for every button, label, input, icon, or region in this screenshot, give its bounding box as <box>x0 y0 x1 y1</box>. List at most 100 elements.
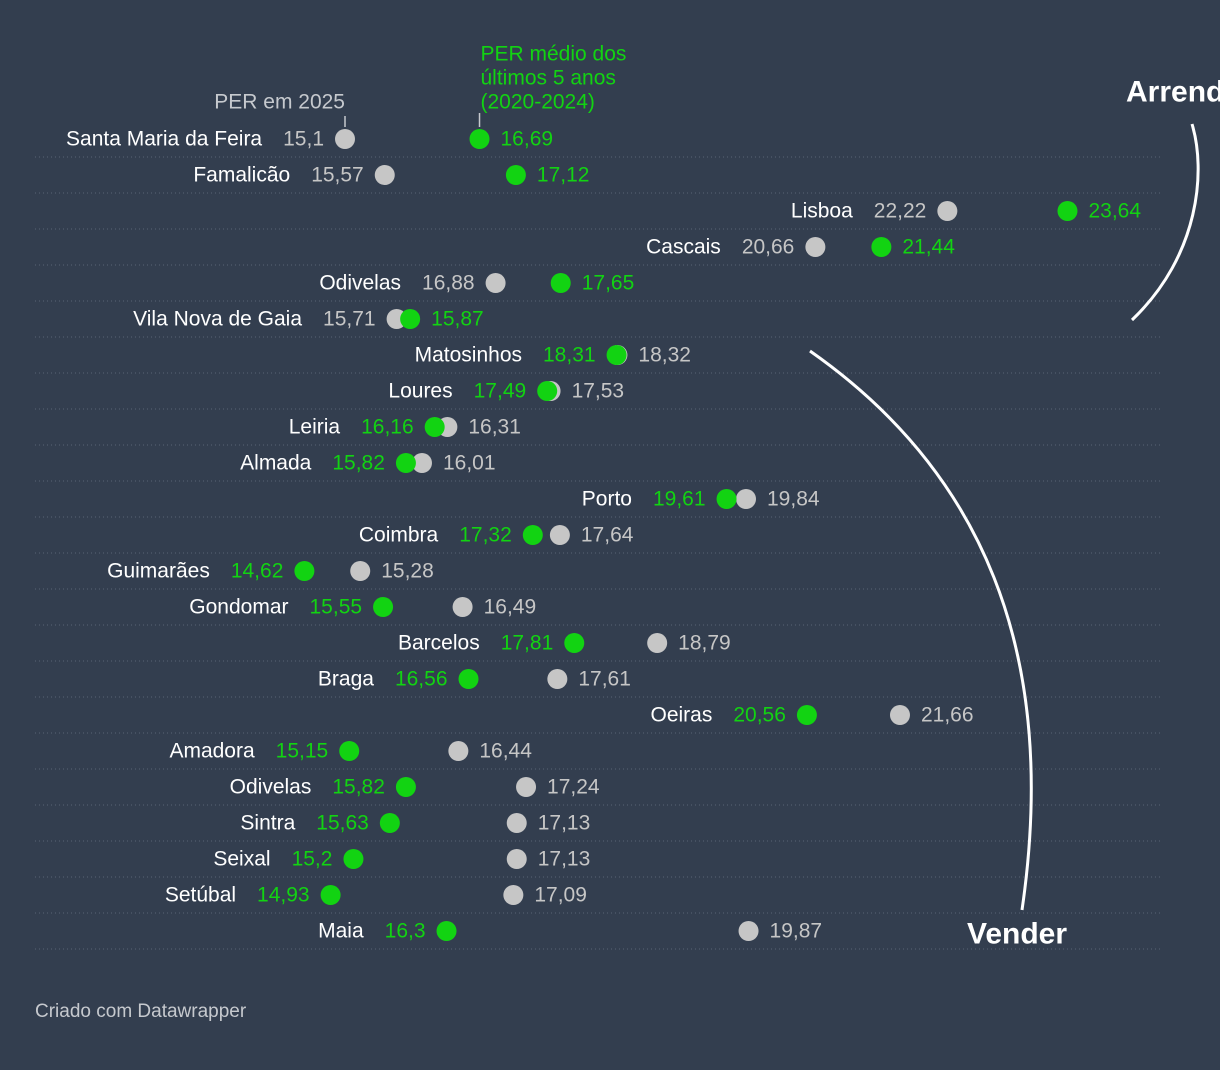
current-dot <box>350 561 371 581</box>
average-dot <box>395 777 416 797</box>
average-dot <box>796 705 817 725</box>
average-dot <box>537 381 558 401</box>
row: 16,88 17,65 Odivelas <box>319 272 634 295</box>
current-value-label: 16,49 <box>484 596 537 619</box>
average-dot <box>436 921 457 941</box>
row: 14,93 17,09 Setúbal <box>165 884 587 907</box>
current-value-label: 19,87 <box>770 920 823 943</box>
row: 17,81 18,79 Barcelos <box>398 632 731 655</box>
current-dot <box>335 129 355 149</box>
vender-bracket <box>809 349 1033 911</box>
city-label: Famalicão <box>193 164 290 187</box>
city-label: Lisboa <box>791 200 853 223</box>
average-value-label: 16,3 <box>385 920 426 943</box>
city-label: Odivelas <box>230 776 312 799</box>
average-dot <box>1057 201 1078 221</box>
current-value-label: 18,79 <box>678 632 731 655</box>
row: 16,16 16,31 Leiria <box>289 416 521 439</box>
city-label: Sintra <box>240 812 295 835</box>
rows: 15,1 16,69 Santa Maria da Feira 15,57 17,12 F… <box>66 128 1141 943</box>
average-dot <box>395 453 416 473</box>
average-dot <box>373 597 394 617</box>
city-label: Seixal <box>213 848 270 871</box>
city-label: Porto <box>582 488 632 511</box>
city-label: Loures <box>388 380 452 403</box>
row: 15,82 17,24 Odivelas <box>230 776 600 799</box>
footer-credit: Criado com Datawrapper <box>35 1001 247 1022</box>
city-label: Gondomar <box>189 596 288 619</box>
average-value-label: 17,49 <box>474 380 527 403</box>
average-value-label: 15,82 <box>332 452 385 475</box>
current-value-label: 17,09 <box>534 884 587 907</box>
average-value-label: 15,82 <box>332 776 385 799</box>
gridlines <box>35 156 1163 950</box>
average-dot <box>339 741 360 761</box>
current-dot <box>506 849 527 869</box>
current-value-label: 22,22 <box>874 200 927 223</box>
city-label: Setúbal <box>165 884 236 907</box>
current-dot <box>549 525 570 545</box>
average-dot <box>871 237 892 257</box>
current-dot <box>738 921 759 941</box>
row: 20,56 21,66 Oeiras <box>650 704 973 727</box>
average-dot <box>294 561 315 581</box>
row: 17,49 17,53 Loures <box>388 380 624 403</box>
current-dot <box>889 705 910 725</box>
arrendar-label: Arrendar <box>1126 76 1220 109</box>
current-value-label: 21,66 <box>921 704 974 727</box>
current-value-label: 18,32 <box>638 344 691 367</box>
current-dot <box>485 273 506 293</box>
average-dot <box>400 309 421 329</box>
current-value-label: 15,71 <box>323 308 376 331</box>
current-value-label: 16,88 <box>422 272 475 295</box>
row: 14,62 15,28 Guimarães <box>107 560 434 583</box>
average-value-label: 14,62 <box>231 560 284 583</box>
average-value-label: 18,31 <box>543 344 596 367</box>
average-value-label: 21,44 <box>902 236 955 259</box>
city-label: Guimarães <box>107 560 210 583</box>
current-value-label: 17,61 <box>578 668 631 691</box>
row: 17,32 17,64 Coimbra <box>359 524 634 547</box>
average-value-label: 16,16 <box>361 416 414 439</box>
average-value-label: 15,63 <box>316 812 369 835</box>
row: 16,56 17,61 Braga <box>318 668 631 691</box>
current-value-label: 15,57 <box>311 164 364 187</box>
current-value-label: 17,13 <box>538 848 591 871</box>
city-label: Cascais <box>646 236 721 259</box>
average-dot <box>343 849 364 869</box>
city-label: Matosinhos <box>415 344 522 367</box>
current-value-label: 15,1 <box>283 128 324 151</box>
row: 15,55 16,49 Gondomar <box>189 596 536 619</box>
legend-average-label: últimos 5 anos <box>481 67 616 90</box>
row: 15,82 16,01 Almada <box>240 452 495 475</box>
average-value-label: 16,69 <box>501 128 554 151</box>
current-value-label: 20,66 <box>742 236 795 259</box>
average-value-label: 17,32 <box>459 524 512 547</box>
current-value-label: 17,64 <box>581 524 634 547</box>
average-value-label: 20,56 <box>733 704 786 727</box>
current-dot <box>736 489 757 509</box>
current-dot <box>516 777 537 797</box>
average-value-label: 19,61 <box>653 488 706 511</box>
annotations: Arrendar Vender <box>809 76 1220 951</box>
current-dot <box>805 237 826 257</box>
average-dot <box>564 633 585 653</box>
average-value-label: 15,87 <box>431 308 484 331</box>
current-dot <box>547 669 568 689</box>
average-value-label: 23,64 <box>1088 200 1141 223</box>
current-value-label: 16,31 <box>468 416 521 439</box>
current-dot <box>374 165 395 185</box>
average-dot <box>458 669 479 689</box>
average-value-label: 15,2 <box>292 848 333 871</box>
average-dot <box>550 273 571 293</box>
legend-average-label: (2020-2024) <box>481 91 595 114</box>
current-value-label: 15,28 <box>381 560 434 583</box>
row: 15,2 17,13 Seixal <box>213 848 590 871</box>
average-value-label: 15,55 <box>310 596 363 619</box>
city-label: Amadora <box>169 740 255 763</box>
city-label: Vila Nova de Gaia <box>133 308 302 331</box>
current-value-label: 17,53 <box>572 380 625 403</box>
arrendar-bracket <box>1130 123 1200 322</box>
